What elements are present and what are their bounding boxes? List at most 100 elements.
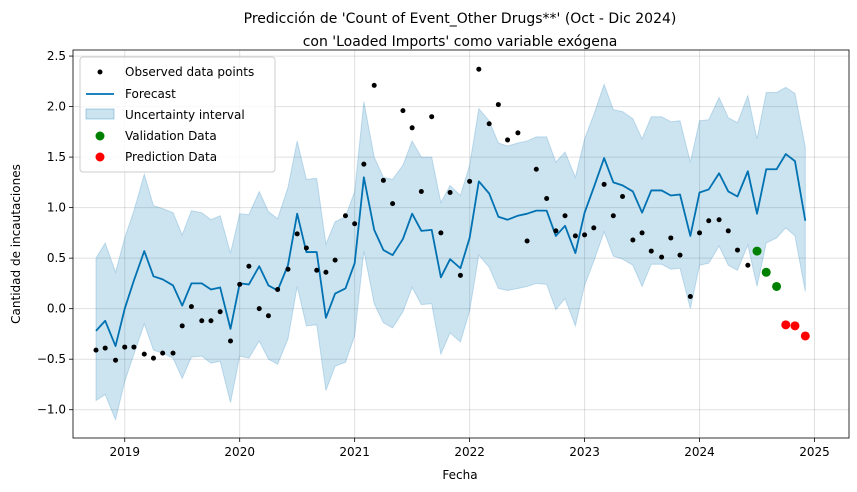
- legend-marker-prediction: [95, 152, 105, 162]
- legend-label-observed: Observed data points: [125, 65, 254, 79]
- validation-points-layer: [752, 246, 782, 291]
- observed-point: [122, 344, 128, 350]
- observed-point: [630, 237, 636, 243]
- observed-point: [725, 228, 731, 234]
- observed-point: [342, 213, 348, 219]
- observed-point: [505, 137, 511, 143]
- legend-box: [79, 56, 276, 173]
- observed-point: [400, 108, 406, 114]
- uncertainty-band-layer: [95, 82, 806, 422]
- observed-point: [447, 189, 453, 195]
- y-tick-label: 1.0: [47, 201, 66, 215]
- legend-label-prediction: Prediction Data: [125, 150, 217, 164]
- x-tick-label: 2019: [109, 445, 140, 459]
- observed-point: [495, 102, 501, 108]
- observed-point: [562, 213, 568, 219]
- uncertainty-band: [95, 82, 806, 422]
- observed-point: [256, 306, 262, 312]
- observed-point: [371, 82, 377, 88]
- observed-point: [150, 355, 156, 361]
- prediction-point: [781, 320, 791, 330]
- observed-point: [246, 263, 252, 269]
- observed-point: [697, 230, 703, 236]
- observed-point: [429, 114, 435, 120]
- x-axis-label: Fecha: [442, 468, 477, 482]
- observed-point: [533, 166, 539, 172]
- observed-point: [620, 194, 626, 200]
- observed-point: [361, 161, 367, 167]
- observed-point: [515, 130, 521, 136]
- observed-point: [237, 281, 243, 287]
- observed-point: [639, 230, 645, 236]
- observed-point: [582, 232, 588, 238]
- y-axis-label: Cantidad de incautaciones: [9, 164, 23, 324]
- observed-point: [294, 231, 300, 237]
- legend-marker-observed: [97, 69, 103, 75]
- observed-point: [687, 294, 693, 300]
- observed-point: [314, 267, 320, 273]
- observed-point: [265, 313, 271, 319]
- forecast-line: [95, 153, 807, 347]
- observed-point: [438, 230, 444, 236]
- x-axis-ticks: 2019 2020 2021 2022 2023 2024 2025: [109, 438, 830, 459]
- observed-points-layer: [93, 66, 751, 363]
- observed-point: [668, 235, 674, 241]
- observed-point: [380, 177, 386, 183]
- observed-point: [141, 351, 147, 357]
- observed-point: [467, 178, 473, 184]
- y-tick-label: 2.0: [47, 100, 66, 114]
- legend-label-forecast: Forecast: [125, 87, 176, 101]
- chart-title-line1: Predicción de 'Count of Event_Other Drug…: [244, 11, 677, 27]
- forecast-line-layer: [95, 153, 807, 347]
- observed-point: [227, 338, 233, 344]
- observed-point: [131, 344, 137, 350]
- validation-point: [761, 267, 771, 277]
- observed-point: [476, 66, 482, 72]
- observed-point: [610, 213, 616, 219]
- observed-point: [208, 318, 214, 324]
- observed-point: [553, 228, 559, 234]
- observed-point: [179, 323, 185, 329]
- x-tick-label: 2024: [684, 445, 715, 459]
- grid-lines: [73, 50, 849, 438]
- y-tick-label: 0.0: [47, 302, 66, 316]
- prediction-points-layer: [781, 320, 810, 341]
- observed-point: [188, 304, 194, 310]
- observed-point: [323, 269, 329, 275]
- observed-point: [160, 350, 166, 356]
- prediction-point: [790, 321, 800, 331]
- validation-point: [772, 281, 782, 291]
- x-tick-label: 2020: [224, 445, 255, 459]
- x-tick-label: 2025: [799, 445, 830, 459]
- observed-point: [332, 257, 338, 263]
- observed-point: [591, 225, 597, 231]
- observed-point: [706, 218, 712, 224]
- legend-marker-validation: [95, 131, 105, 141]
- observed-point: [390, 201, 396, 207]
- y-tick-label: 1.5: [47, 150, 66, 164]
- observed-point: [601, 181, 607, 187]
- x-tick-label: 2023: [569, 445, 600, 459]
- observed-point: [659, 254, 665, 260]
- observed-point: [418, 188, 424, 194]
- observed-point: [734, 247, 740, 253]
- observed-point: [275, 286, 281, 292]
- observed-point: [93, 347, 99, 353]
- y-tick-label: −0.5: [37, 352, 66, 366]
- observed-point: [303, 245, 309, 251]
- legend-label-uncertainty: Uncertainty interval: [125, 108, 245, 122]
- observed-point: [486, 121, 492, 127]
- observed-point: [352, 221, 358, 227]
- legend-label-validation: Validation Data: [125, 129, 217, 143]
- validation-point: [752, 246, 762, 256]
- observed-point: [648, 248, 654, 254]
- observed-point: [285, 266, 291, 272]
- observed-point: [217, 309, 223, 315]
- prediction-point: [800, 331, 810, 341]
- legend-marker-uncertainty: [85, 108, 115, 120]
- observed-point: [409, 125, 415, 131]
- x-tick-label: 2021: [339, 445, 370, 459]
- observed-point: [199, 318, 205, 324]
- observed-point: [457, 272, 463, 278]
